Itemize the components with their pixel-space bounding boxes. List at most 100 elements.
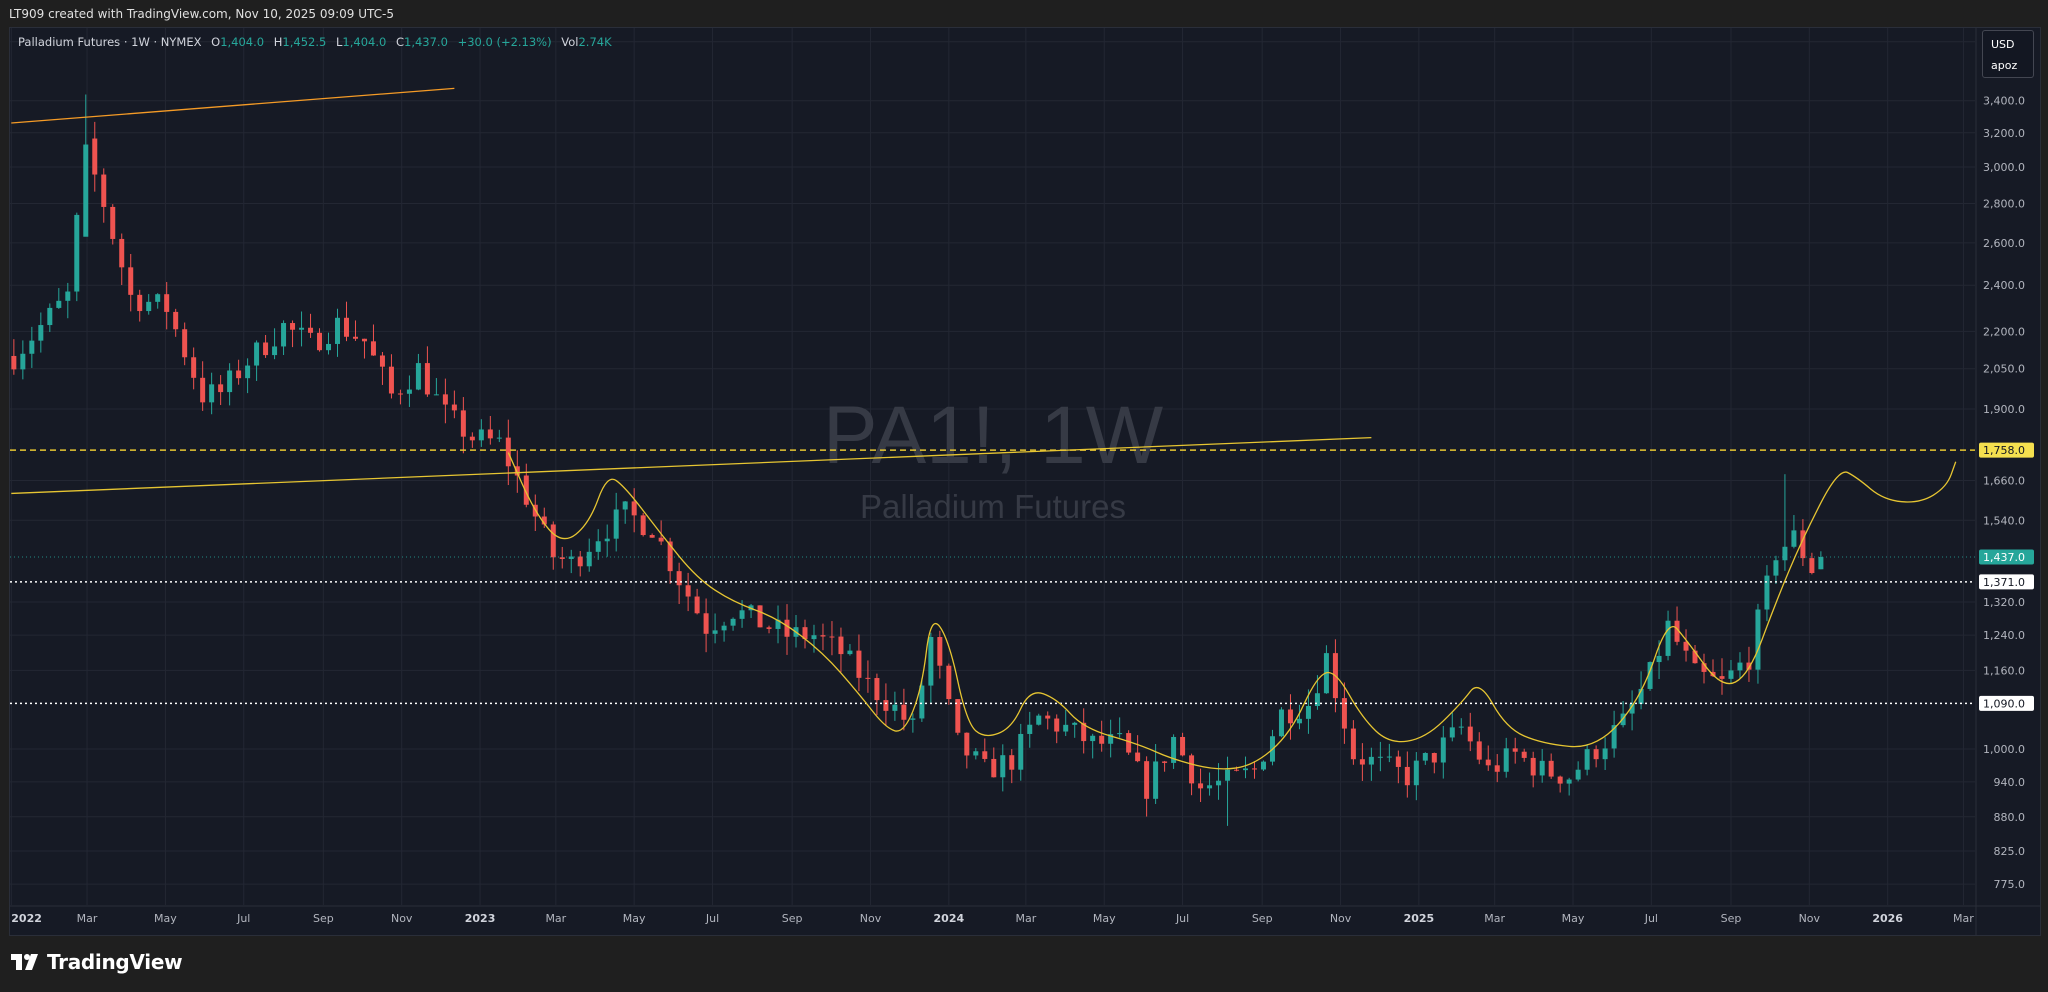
candle [1350, 720, 1356, 765]
candle [1593, 745, 1599, 768]
candle [56, 288, 62, 309]
candle-body [101, 174, 107, 207]
y-tick-label: 1,540.0 [1983, 514, 2025, 527]
candle [406, 375, 412, 407]
candle-body [388, 366, 394, 394]
price-tag-bg [1979, 549, 2034, 565]
candle-body [1773, 560, 1779, 576]
candle-body [1566, 779, 1572, 784]
candle [1171, 734, 1177, 769]
candle [1243, 756, 1249, 779]
tradingview-logo[interactable]: TradingView [11, 950, 183, 974]
legend-high-label: H [273, 35, 283, 49]
candle [1063, 709, 1069, 736]
candle-body [299, 327, 305, 330]
candle-body [784, 619, 790, 637]
candle [442, 378, 448, 424]
candle [901, 688, 907, 731]
candle [1512, 737, 1518, 764]
candle-body [469, 436, 475, 441]
candle [379, 352, 385, 385]
candle-body [1800, 530, 1806, 559]
candle [1521, 748, 1527, 762]
legend-low-label: L [335, 35, 343, 49]
chart-pane[interactable] [9, 27, 2041, 936]
candle [1467, 712, 1473, 752]
candle [613, 492, 619, 552]
candle [874, 673, 880, 716]
candle-body [1557, 776, 1563, 784]
candle [1818, 551, 1824, 570]
candle-body [694, 596, 700, 614]
candle [1674, 606, 1680, 646]
candle-body [541, 516, 547, 525]
candle [451, 390, 457, 419]
candle-body [1818, 556, 1824, 570]
candle-body [1054, 718, 1060, 732]
candle-body [1072, 722, 1078, 725]
candle-body [164, 294, 170, 312]
candle [92, 121, 98, 192]
legend-open-label: O [211, 35, 221, 49]
candle [802, 619, 808, 649]
candle [415, 353, 421, 391]
candle [469, 432, 475, 448]
candle-body [191, 357, 197, 378]
candle-body [460, 410, 466, 437]
x-tick-label: Sep [782, 912, 803, 925]
legend-change: +30.0 (+2.13%) [457, 35, 552, 49]
candle [227, 363, 233, 406]
candle-body [973, 751, 979, 756]
candle-body [982, 751, 988, 759]
candle-body [1692, 650, 1698, 664]
currency-unit-button[interactable]: USD apoz [1982, 30, 2034, 78]
candle [550, 521, 556, 570]
candle-body [1791, 530, 1797, 547]
price-tag-bg [1979, 442, 2034, 458]
candle-body [47, 307, 53, 326]
candle [317, 328, 323, 352]
candle-body [1521, 751, 1527, 758]
candle-body [1225, 769, 1231, 781]
candle-body [649, 535, 655, 538]
y-tick-label: 775.0 [1994, 878, 2026, 891]
candle-body [901, 704, 907, 720]
price-tag-label: 1,371.0 [1983, 576, 2025, 589]
candle-body [281, 323, 287, 347]
candle-body [1287, 709, 1293, 724]
price-tag-label: 1,437.0 [1983, 551, 2025, 564]
candle [757, 605, 763, 628]
trend-line [11, 436, 1372, 495]
candle-body [892, 704, 898, 711]
candle [182, 322, 188, 366]
candle [370, 324, 376, 356]
candle-body [308, 327, 314, 333]
candle-body [1305, 705, 1311, 719]
price-chart[interactable]: PA1!, 1W Palladium Futures 775.0 825.0 880.0… [0, 0, 2048, 936]
legend-volume-label: Vol [561, 35, 579, 49]
candle [703, 598, 709, 653]
candle [397, 389, 403, 405]
candle [784, 604, 790, 655]
candle-body [1494, 765, 1500, 772]
y-tick-label: 940.0 [1994, 776, 2026, 789]
candle [11, 339, 17, 375]
candle-body [1809, 558, 1815, 573]
candle-body [1737, 662, 1743, 671]
footer-bar: TradingView [0, 936, 2048, 992]
x-tick-label: Jul [236, 912, 250, 925]
candle [1584, 744, 1590, 776]
candle-body [173, 311, 179, 330]
x-tick-label: May [154, 912, 177, 925]
candle-body [1368, 756, 1374, 765]
candle-body [1350, 728, 1356, 760]
tradingview-brand-text: TradingView [47, 950, 183, 974]
candle-body [937, 637, 943, 666]
candle-body [1701, 663, 1707, 672]
candle [748, 603, 754, 619]
candle-body [1449, 727, 1455, 738]
candle [1557, 775, 1563, 793]
candle-body [712, 630, 718, 634]
candle [676, 562, 682, 605]
candle [1800, 519, 1806, 567]
